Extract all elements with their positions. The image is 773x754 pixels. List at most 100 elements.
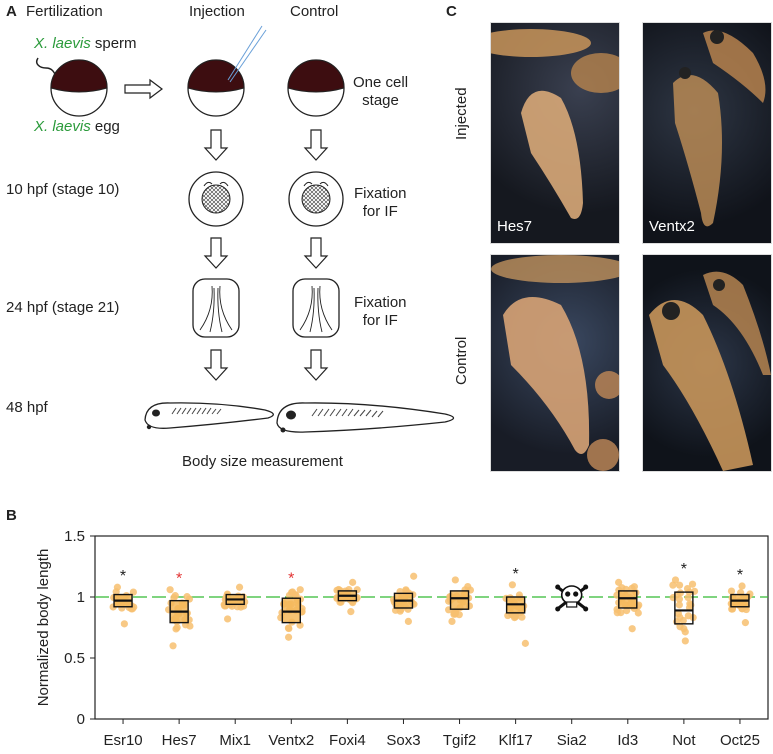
egg-species: X. laevis — [34, 118, 91, 135]
data-point — [675, 601, 683, 609]
data-point — [615, 578, 623, 586]
sperm-species: X. laevis — [34, 35, 91, 52]
injection-egg-icon — [187, 59, 245, 117]
data-point — [112, 588, 120, 596]
data-point — [623, 607, 631, 615]
x-tick-label: Ventx2 — [268, 732, 314, 749]
plot-frame — [94, 535, 769, 720]
sperm-label: X. laevis sperm — [34, 35, 137, 52]
data-point — [166, 586, 174, 594]
x-tick-label: Sia2 — [557, 732, 587, 749]
egg-label: X. laevis egg — [34, 118, 120, 135]
body-length-chart: 0 0.5 1 1.5 Normalized body length Esr10 * Hes7… — [35, 528, 769, 749]
box — [674, 591, 694, 625]
y-axis-label: Normalized body length — [35, 549, 52, 707]
data-point — [681, 637, 689, 645]
body-size-label: Body size measurement — [182, 453, 343, 470]
data-point — [628, 625, 636, 633]
data-point — [410, 572, 418, 580]
neurula-control-icon — [292, 278, 340, 338]
col-injection: Injection — [189, 3, 245, 20]
data-point — [676, 613, 684, 621]
photo-injected-hes7: Hes7 — [490, 22, 620, 244]
stage21-label: 24 hpf (stage 21) — [6, 299, 120, 316]
fixation-label-2: Fixation for IF — [354, 294, 407, 330]
col-fertilization: Fertilization — [26, 3, 103, 20]
data-point — [451, 576, 459, 584]
photo-caption-hes7: Hes7 — [497, 218, 533, 235]
significance-marker: * — [288, 571, 294, 588]
egg-word: egg — [90, 118, 120, 135]
significance-marker: * — [737, 567, 743, 584]
data-point — [688, 580, 697, 588]
box — [449, 590, 470, 610]
skull-icon — [555, 584, 589, 612]
gastrula-injected-icon — [188, 171, 244, 227]
x-tick-label: Mix1 — [219, 732, 251, 749]
panel-a-diagram — [35, 25, 455, 433]
tadpole-photo-icon — [673, 30, 766, 227]
box — [618, 590, 638, 609]
significance-marker: * — [120, 568, 126, 585]
significance-marker: * — [681, 561, 687, 578]
data-point — [285, 624, 293, 633]
data-point — [404, 617, 412, 625]
arrow-right-icon — [124, 78, 163, 100]
data-point — [738, 582, 746, 590]
photo-injected-ventx2: Ventx2 — [642, 22, 772, 244]
data-point — [284, 633, 293, 641]
data-point — [120, 620, 128, 628]
tadpole-injected-icon — [144, 402, 274, 430]
down-arrow-icon — [203, 129, 329, 381]
tadpole-photo-icon — [491, 29, 619, 220]
tadpole-photo-icon — [649, 271, 771, 471]
data-point — [224, 615, 232, 623]
y-tick-label: 1 — [77, 589, 85, 606]
data-point — [396, 607, 404, 615]
x-tick-label: Tgif2 — [443, 732, 476, 749]
data-point — [349, 578, 357, 586]
x-tick-label: Not — [672, 732, 696, 749]
data-point — [288, 588, 296, 597]
neurula-injected-icon — [192, 278, 240, 338]
fixation2-line1: Fixation — [354, 294, 407, 311]
one-cell-line1: One cell — [353, 74, 409, 91]
data-point — [450, 609, 458, 617]
data-point — [634, 609, 642, 617]
panel-b-letter: B — [6, 507, 17, 524]
data-point — [741, 619, 749, 627]
data-point — [183, 593, 191, 601]
data-point — [347, 608, 355, 616]
x-tick-label: Foxi4 — [329, 732, 366, 749]
data-point — [448, 617, 456, 625]
data-point — [296, 621, 304, 629]
data-point — [296, 586, 304, 594]
data-point — [681, 628, 689, 636]
fixation-label-1: Fixation for IF — [354, 185, 407, 221]
x-tick-label: Klf17 — [499, 732, 533, 749]
data-point — [727, 587, 736, 595]
y-tick-label: 0 — [77, 711, 85, 728]
y-tick-label: 1.5 — [64, 528, 85, 545]
photo-control-hes7 — [490, 254, 620, 472]
data-point — [613, 609, 621, 617]
col-control: Control — [290, 3, 339, 20]
x-tick-label: Esr10 — [103, 732, 142, 749]
box — [281, 597, 301, 624]
data-point — [169, 642, 177, 650]
fixation1-line1: Fixation — [354, 185, 407, 202]
control-egg-icon — [287, 59, 345, 117]
data-point — [521, 639, 529, 647]
data-point — [508, 581, 516, 589]
one-cell-label: One cell stage — [353, 74, 408, 110]
data-point — [170, 594, 178, 602]
data-point — [675, 581, 684, 589]
row-control-label: Control — [453, 336, 470, 385]
row-injected-label: Injected — [453, 87, 470, 140]
stage10-label: 10 hpf (stage 10) — [6, 181, 120, 198]
data-point — [235, 583, 244, 591]
fixation2-line2: for IF — [362, 312, 398, 329]
significance-marker: * — [176, 571, 182, 588]
tadpole-control-icon — [276, 402, 455, 433]
x-tick-label: Hes7 — [162, 732, 197, 749]
